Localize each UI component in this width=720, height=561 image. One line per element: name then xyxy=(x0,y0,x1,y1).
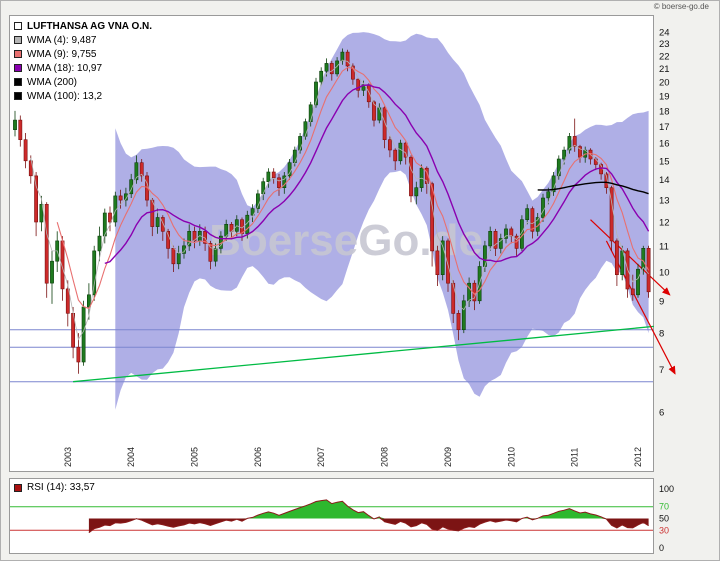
y-axis-label: 13 xyxy=(659,196,670,207)
x-axis-label: 2007 xyxy=(316,447,326,467)
rsi-fill-below xyxy=(88,518,649,533)
wma-18-line xyxy=(104,84,650,265)
rsi-axis-label: 0 xyxy=(659,543,664,553)
rsi-axis-label: 100 xyxy=(659,484,674,494)
wma-100-line xyxy=(537,181,649,195)
y-axis-label: 17 xyxy=(659,122,670,133)
y-axis-label: 20 xyxy=(659,78,670,89)
y-axis-label: 23 xyxy=(659,39,670,50)
legend-item-label: WMA (100): 13,2 xyxy=(27,90,103,102)
wma-9-line xyxy=(56,67,650,310)
rsi-label: RSI (14): 33,57 xyxy=(27,482,95,493)
x-axis-label: 2011 xyxy=(570,448,580,467)
site-credit: © boerse-go.de xyxy=(653,2,709,11)
y-axis-label: 24 xyxy=(659,28,670,39)
legend-swatch-icon xyxy=(14,50,22,58)
y-axis-label: 19 xyxy=(659,92,670,103)
price-chart[interactable]: BoerseGo.de24232221201918171615141312111… xyxy=(9,15,683,473)
y-axis-label: 21 xyxy=(659,64,670,75)
legend-item-wma-100: WMA (100): 13,2 xyxy=(14,89,152,103)
y-axis-label: 8 xyxy=(659,329,664,340)
y-axis-label: 14 xyxy=(659,175,670,186)
legend-item-label: WMA (18): 10,97 xyxy=(27,62,103,74)
legend-item-label: WMA (200) xyxy=(27,76,78,88)
legend-item-wma-18: WMA (18): 10,97 xyxy=(14,61,152,75)
x-axis-label: 2005 xyxy=(190,447,200,467)
y-axis-label: 6 xyxy=(659,408,664,419)
y-axis-label: 7 xyxy=(659,365,664,376)
y-axis-label: 10 xyxy=(659,268,670,279)
legend-items: WMA (4): 9,487 WMA (9): 9,755 WMA (18): 10… xyxy=(14,33,152,103)
x-axis-label: 2009 xyxy=(443,447,453,467)
y-axis-label: 18 xyxy=(659,106,670,117)
legend-item-wma-4: WMA (4): 9,487 xyxy=(14,33,152,47)
legend-swatch-icon xyxy=(14,78,22,86)
legend-swatch-icon xyxy=(14,92,22,100)
rsi-fill-above xyxy=(88,499,649,519)
y-axis-label: 12 xyxy=(659,218,670,229)
series-checkbox-icon[interactable] xyxy=(14,22,22,30)
rsi-line xyxy=(88,499,649,534)
volatility-band xyxy=(115,32,649,410)
rsi-axis-label: 30 xyxy=(659,525,669,535)
y-axis-label: 22 xyxy=(659,51,670,62)
rsi-axis-label: 50 xyxy=(659,514,669,524)
legend-item-wma-9: WMA (9): 9,755 xyxy=(14,47,152,61)
x-axis-label: 2004 xyxy=(126,447,136,467)
x-axis-label: 2010 xyxy=(506,447,516,467)
legend-swatch-icon xyxy=(14,64,22,72)
x-axis-label: 2012 xyxy=(633,447,643,467)
x-axis-label: 2003 xyxy=(63,447,73,467)
legend-title-row[interactable]: LUFTHANSA AG VNA O.N. xyxy=(14,19,152,33)
downtrend-1-trendline[interactable] xyxy=(590,219,671,296)
wma-4-line xyxy=(30,59,649,341)
y-axis-label: 16 xyxy=(659,139,670,150)
rsi-swatch-icon xyxy=(14,483,22,492)
y-axis-label: 9 xyxy=(659,296,664,307)
y-axis-label: 15 xyxy=(659,156,670,167)
legend-item-label: WMA (4): 9,487 xyxy=(27,34,97,46)
instrument-title: LUFTHANSA AG VNA O.N. xyxy=(27,20,152,32)
x-axis-label: 2006 xyxy=(253,447,263,467)
rsi-axis-label: 70 xyxy=(659,502,669,512)
rsi-legend: RSI (14): 33,57 xyxy=(14,482,95,493)
legend-item-wma-200: WMA (200) xyxy=(14,75,152,89)
legend-item-label: WMA (9): 9,755 xyxy=(27,48,97,60)
legend-swatch-icon xyxy=(14,36,22,44)
x-axis-label: 2008 xyxy=(380,447,390,467)
y-axis-label: 11 xyxy=(659,241,669,252)
ascending-support-trendline[interactable] xyxy=(73,325,654,383)
chart-legend: LUFTHANSA AG VNA O.N. WMA (4): 9,487 WMA … xyxy=(14,19,152,103)
